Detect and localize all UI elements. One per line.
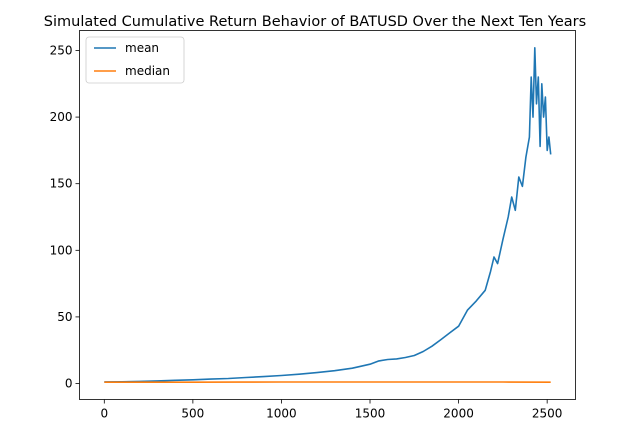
y-axis: 0 50 100 150 200 250: [50, 43, 80, 391]
legend-label-mean: mean: [125, 41, 159, 55]
x-tick-label: 2500: [532, 407, 563, 421]
x-tick-label: 1000: [266, 407, 297, 421]
y-tick-label: 0: [65, 377, 73, 391]
y-tick-label: 200: [50, 110, 73, 124]
plot-area: [79, 30, 576, 400]
x-tick-label: 1500: [355, 407, 386, 421]
legend-label-median: median: [125, 64, 170, 78]
series-lines: [104, 46, 552, 384]
legend: mean median: [85, 36, 185, 84]
x-tick-label: 2000: [443, 407, 474, 421]
x-tick-label: 500: [181, 407, 204, 421]
x-axis: 0 500 1000 1500 2000 2500: [100, 399, 563, 421]
y-tick-label: 100: [50, 243, 73, 257]
y-tick-label: 250: [50, 43, 73, 57]
y-tick-label: 50: [57, 310, 72, 324]
y-tick-label: 150: [50, 177, 73, 191]
series-line-mean: [104, 46, 552, 383]
x-tick-label: 0: [100, 407, 108, 421]
chart-title: Simulated Cumulative Return Behavior of …: [44, 14, 586, 30]
